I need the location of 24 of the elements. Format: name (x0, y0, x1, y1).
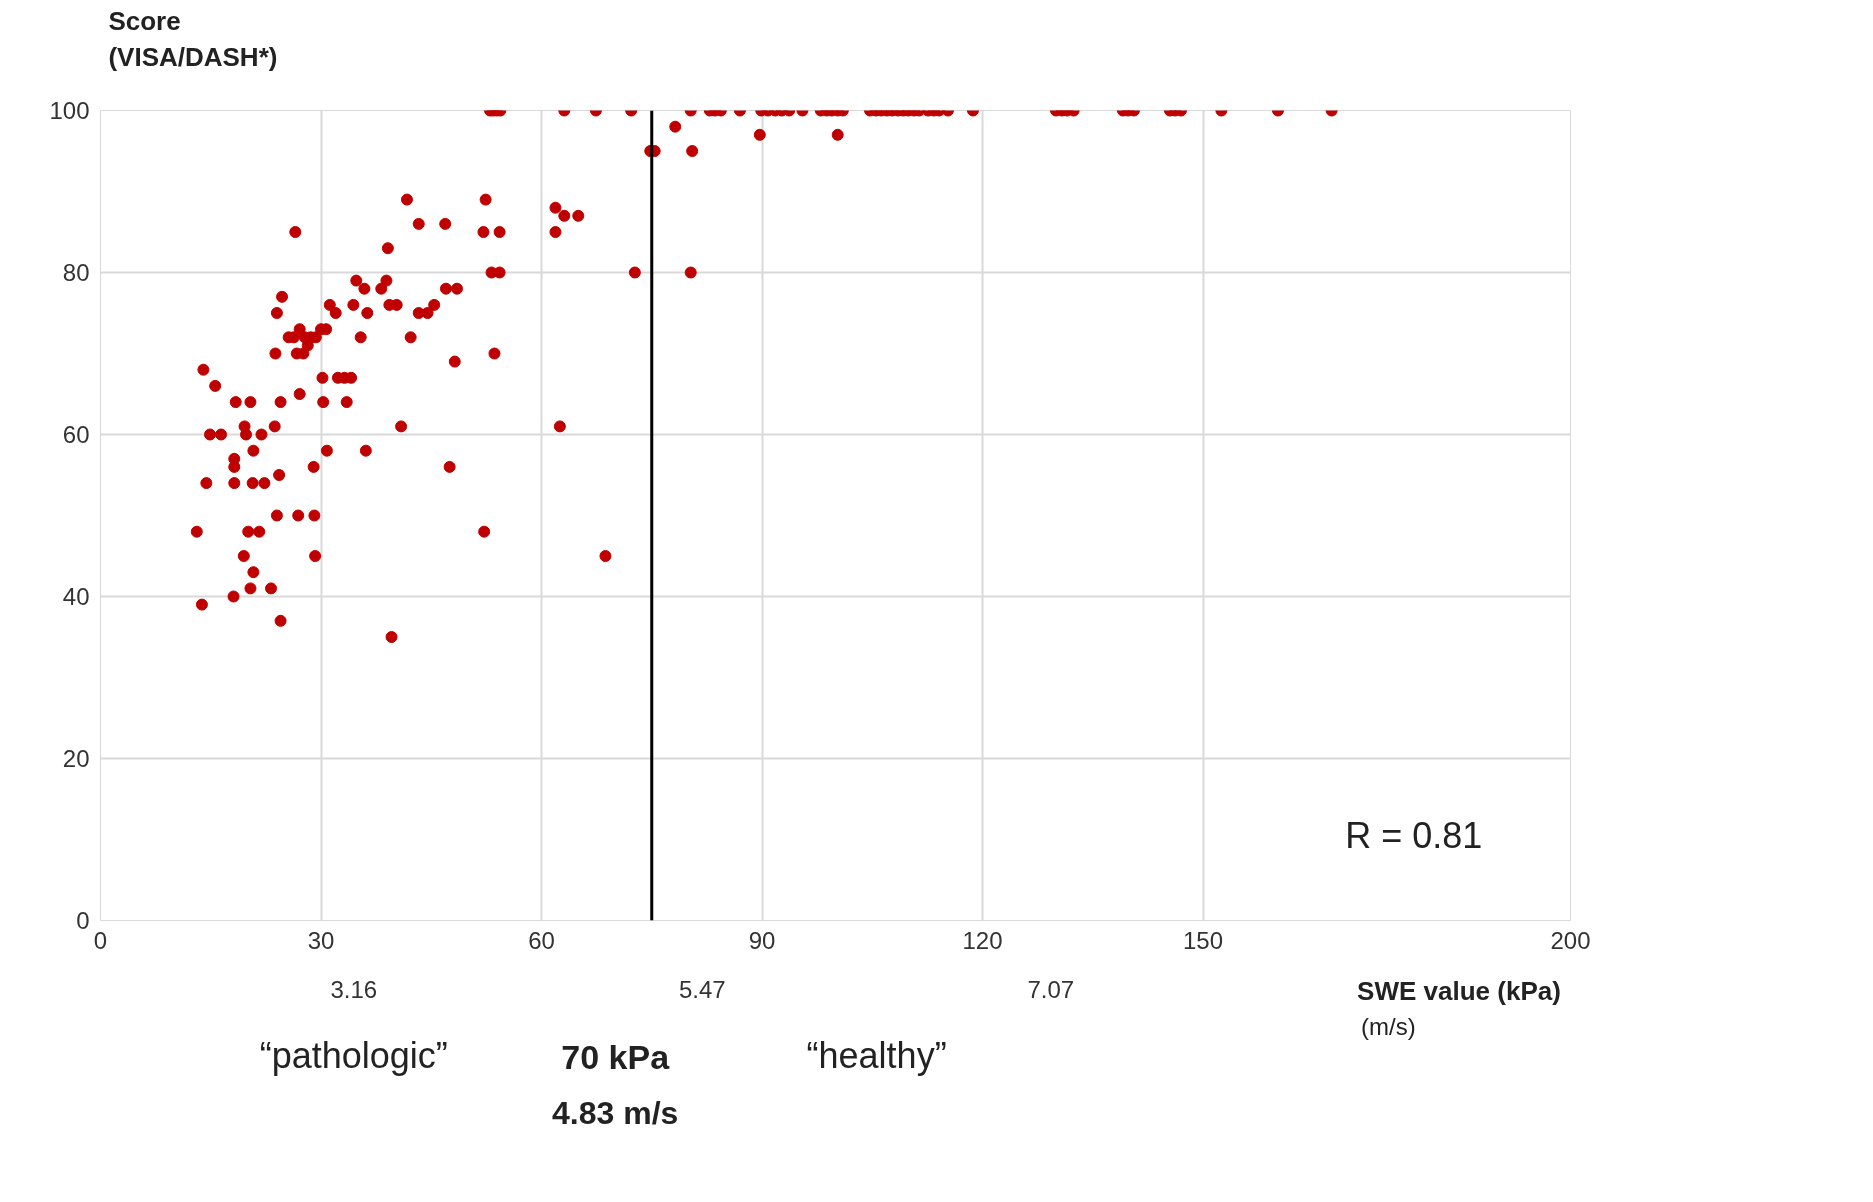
x-tick-label: 60 (528, 926, 555, 954)
x-tick-label: 200 (1550, 926, 1591, 954)
y-tick-label: 20 (62, 745, 90, 772)
text: “pathologic” (259, 1034, 448, 1076)
text: 7.07 (1027, 975, 1075, 1003)
x-tick-label: 90 (748, 926, 776, 954)
text: 5.47 (678, 975, 726, 1003)
x-tick-label: 30 (307, 926, 335, 954)
text: “healthy” (806, 1034, 947, 1076)
annotation: R = 0.81 (1345, 814, 1483, 856)
x-tick-label: 150 (1182, 926, 1224, 954)
x-tick-label: 120 (962, 926, 1003, 954)
x-tick-label: 0 (93, 926, 108, 954)
y-tick-label: 80 (62, 259, 90, 286)
y-tick-label: 40 (62, 583, 90, 610)
y-tick-label: 100 (49, 97, 90, 124)
text: 4.83 m/s (552, 1094, 679, 1131)
text: 3.16 (330, 975, 378, 1003)
text: (m/s) (1361, 1012, 1416, 1040)
y-axis-title: Score (VISA/DASH*) (108, 5, 278, 72)
x-axis-title: SWE value (kPa) (1357, 975, 1561, 1006)
ref-line-label: 70 kPa (561, 1037, 671, 1076)
y-tick-label: 0 (76, 907, 90, 934)
y-tick-label: 60 (62, 421, 90, 448)
